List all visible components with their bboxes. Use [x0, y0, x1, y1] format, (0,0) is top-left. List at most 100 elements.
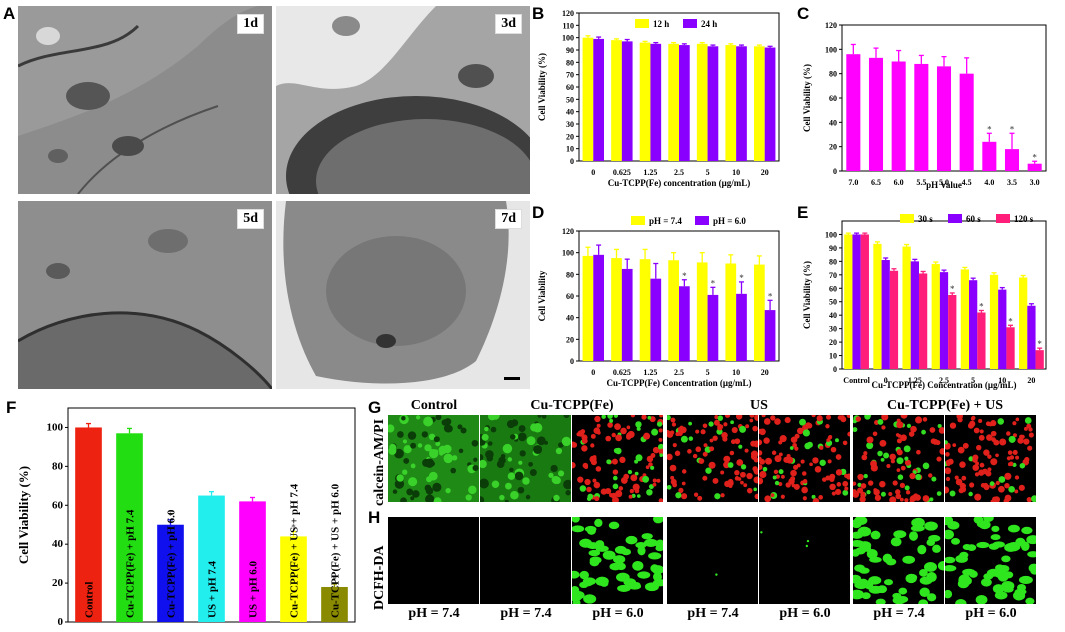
dcfh-da-image	[853, 517, 944, 604]
y-tick-label: 120	[562, 227, 574, 236]
bar	[157, 524, 184, 622]
legend-label: pH = 6.0	[713, 216, 746, 226]
category-label: Control	[84, 582, 96, 618]
y-tick-label: 40	[52, 538, 64, 550]
y-tick-label: 0	[58, 616, 64, 628]
x-tick-label: 5.5	[916, 178, 926, 187]
y-axis-label: Cell Viability	[537, 270, 547, 321]
bar	[1027, 163, 1042, 171]
y-tick-label: 30	[829, 325, 837, 334]
significance-star: *	[950, 284, 955, 294]
bar	[931, 264, 940, 369]
ph-label: pH = 7.4	[408, 606, 460, 621]
y-axis-label: Cell Viability (%)	[802, 64, 812, 132]
significance-star: *	[1008, 316, 1013, 326]
bar	[936, 66, 952, 171]
significance-star: *	[168, 511, 173, 521]
category-label: US + pH 7.4	[207, 560, 219, 618]
x-axis-label: Cu-TCPP(Fe) Concentration (μg/mL)	[606, 378, 751, 388]
bar	[736, 46, 747, 161]
legend-swatch	[631, 216, 645, 225]
ph-label: pH = 6.0	[779, 606, 831, 621]
ph-label: pH = 6.0	[592, 606, 644, 621]
legend-swatch	[635, 19, 649, 28]
x-tick-label: 2.5	[674, 168, 684, 177]
y-tick-label: 60	[829, 284, 837, 293]
bar	[881, 260, 890, 369]
bar	[969, 280, 978, 369]
fluorescence-texture	[572, 517, 663, 604]
chart-b-cell-viability-time: 0 10 20 30 40 50 60 70 80 90 100 110 120 0 0.625 1.25 2.…	[537, 9, 780, 188]
dcfh-da-image	[480, 517, 571, 604]
significance-star: *	[1037, 339, 1042, 349]
x-tick-label: 0	[591, 168, 595, 177]
significance-star: *	[332, 575, 337, 585]
y-tick-label: 80	[829, 70, 837, 79]
x-tick-label: 5	[706, 368, 710, 377]
x-tick-label: 20	[1027, 376, 1035, 385]
y-tick-label: 60	[829, 94, 837, 103]
bar	[593, 38, 604, 161]
bar	[960, 269, 970, 369]
legend-label: 120 s	[1014, 214, 1034, 224]
fluorescence-texture	[759, 517, 850, 604]
bar	[650, 278, 662, 361]
column-title-cu-tcpp: Cu-TCPP(Fe)	[530, 398, 614, 413]
panel-label-f: F	[6, 398, 17, 417]
fluorescence-texture	[480, 415, 571, 502]
bar	[754, 46, 765, 161]
legend-swatch	[695, 216, 709, 225]
calcein-pi-image	[667, 415, 758, 502]
y-tick-label: 0	[570, 357, 574, 366]
bar	[725, 45, 737, 161]
fluorescence-texture	[945, 517, 1036, 604]
y-tick-label: 70	[566, 71, 574, 80]
x-tick-label: 10	[732, 368, 740, 377]
y-tick-label: 100	[562, 34, 574, 43]
category-label: Cu-TCPP(Fe) + pH 6.0	[166, 509, 178, 618]
bar	[989, 274, 999, 369]
panel-label-h: H	[368, 508, 381, 527]
x-tick-label: 3.0	[1030, 178, 1040, 187]
y-tick-label: 90	[829, 244, 837, 253]
y-tick-label: 20	[829, 338, 837, 347]
y-tick-label: 50	[566, 95, 574, 104]
x-tick-label: Control	[843, 376, 870, 385]
x-tick-label: 0	[591, 368, 595, 377]
x-tick-label: 10	[998, 376, 1006, 385]
bar	[725, 263, 737, 361]
y-tick-label: 80	[566, 58, 574, 67]
x-axis-label: Cu-TCPP(Fe) concentration (μg/mL)	[608, 178, 751, 188]
fluorescence-texture	[667, 517, 758, 604]
panel-label-g: G	[368, 398, 382, 417]
bar	[736, 293, 747, 361]
calcein-pi-image	[572, 415, 663, 502]
x-tick-label: 20	[761, 168, 769, 177]
bar	[707, 294, 719, 361]
bar	[902, 246, 911, 369]
significance-star: *	[739, 273, 744, 283]
legend-label: 30 s	[918, 214, 933, 224]
bar	[75, 427, 102, 622]
dcfh-da-image	[388, 517, 479, 604]
y-tick-label: 120	[562, 9, 574, 18]
column-title-control: Control	[410, 398, 458, 413]
row-label-calcein: calcein-AM/PI	[372, 418, 387, 506]
x-tick-label: 5	[971, 376, 975, 385]
bar	[593, 254, 604, 361]
y-tick-label: 40	[829, 118, 837, 127]
bar	[948, 295, 957, 369]
legend-swatch	[683, 19, 697, 28]
legend-label: pH = 7.4	[649, 216, 682, 226]
tem-day-label: 7d	[495, 209, 522, 229]
x-tick-label: 7.0	[848, 178, 858, 187]
ph-label: pH = 7.4	[500, 606, 552, 621]
ph-label: pH = 7.4	[873, 606, 925, 621]
significance-star: *	[711, 278, 716, 288]
fluorescence-texture	[480, 517, 571, 604]
bar	[764, 310, 776, 361]
y-tick-label: 80	[566, 270, 574, 279]
bar	[852, 234, 861, 369]
y-tick-label: 80	[829, 257, 837, 266]
bar	[977, 312, 986, 369]
